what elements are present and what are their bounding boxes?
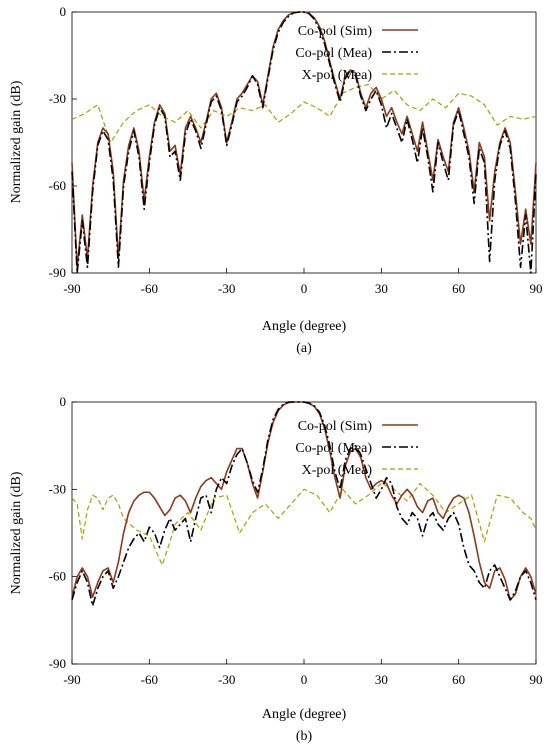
y-ticks-a: 0 -30 -60 -90: [49, 4, 77, 280]
series-line-co-pol-mea: [71, 11, 537, 274]
y-axis-label-a: Normalized gain (dB): [9, 80, 24, 203]
x-ticks-a: -90 -60 -30 0 30 60 90: [63, 268, 543, 296]
x-ticks-b: -90 -60 -30 0 30 60 90: [63, 659, 543, 687]
series-layer-a: [71, 11, 537, 274]
y-axis-label-b: Normalized gain (dB): [9, 471, 24, 594]
x-tick-label: -60: [141, 281, 158, 296]
y-tick-label: -60: [49, 569, 66, 584]
x-tick-label: 60: [452, 281, 465, 296]
legend-label: X-pol (Mea): [302, 68, 373, 83]
legend-label: X-pol (Mea): [302, 463, 373, 478]
x-tick-label: -90: [63, 281, 80, 296]
y-tick-label: -30: [49, 91, 66, 106]
x-tick-label: -30: [218, 672, 235, 687]
legend-label: Co-pol (Sim): [298, 419, 373, 434]
x-tick-label: 0: [301, 281, 308, 296]
y-tick-label: -90: [49, 265, 66, 280]
y-tick-label: -60: [49, 178, 66, 193]
caption-a: (a): [296, 341, 312, 356]
y-tick-label: 0: [60, 4, 67, 19]
y-ticks-b: 0 -30 -60 -90: [49, 394, 77, 671]
series-layer-b: [71, 401, 537, 607]
y-tick-label: -90: [49, 656, 66, 671]
y-tick-label: 0: [60, 394, 67, 409]
series-line-co-pol-mea: [71, 401, 537, 607]
y-tick-label: -30: [49, 481, 66, 496]
x-tick-label: 0: [301, 672, 308, 687]
caption-b: (b): [296, 729, 313, 744]
series-line-x-pol-mea: [71, 482, 537, 566]
x-tick-label: 30: [375, 281, 388, 296]
x-tick-label: -60: [141, 672, 158, 687]
x-tick-label: 60: [452, 672, 465, 687]
x-tick-label: 90: [530, 672, 543, 687]
chart-a: 0 -30 -60 -90 -90 -60 -30 0 30 60 90 Normalized g…: [9, 4, 543, 356]
x-axis-label-b: Angle (degree): [262, 707, 347, 722]
series-line-x-pol-mea: [71, 83, 537, 144]
x-tick-label: -90: [63, 672, 80, 687]
chart-b: 0 -30 -60 -90 -90 -60 -30 0 30 60 90 Normalized g…: [9, 394, 543, 744]
x-tick-label: 90: [530, 281, 543, 296]
legend-a: Co-pol (Sim) Co-pol (Mea) X-pol (Mea): [295, 24, 418, 83]
legend-b: Co-pol (Sim) Co-pol (Mea) X-pol (Mea): [295, 419, 418, 478]
x-tick-label: 30: [375, 672, 388, 687]
legend-label: Co-pol (Sim): [298, 24, 373, 39]
x-tick-label: -30: [218, 281, 235, 296]
legend-label: Co-pol (Mea): [295, 441, 372, 456]
legend-label: Co-pol (Mea): [295, 46, 372, 61]
x-axis-label-a: Angle (degree): [262, 319, 347, 334]
